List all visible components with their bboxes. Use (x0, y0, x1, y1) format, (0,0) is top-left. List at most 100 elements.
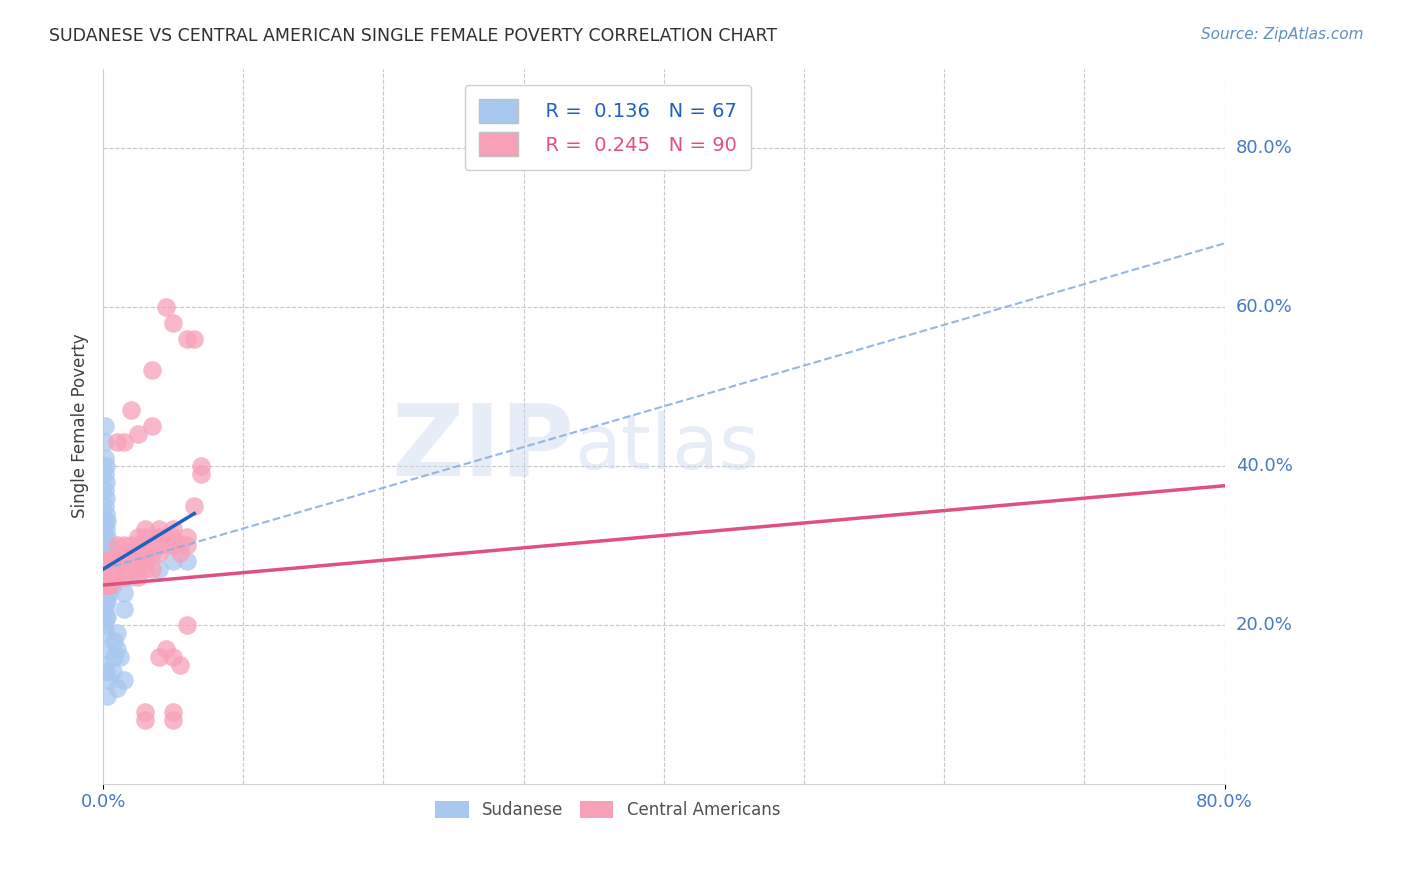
Text: Source: ZipAtlas.com: Source: ZipAtlas.com (1201, 27, 1364, 42)
Point (96, 570, 118, 584)
Point (105, 681, 128, 696)
Point (162, 554, 184, 568)
Text: SUDANESE VS CENTRAL AMERICAN SINGLE FEMALE POVERTY CORRELATION CHART: SUDANESE VS CENTRAL AMERICAN SINGLE FEMA… (49, 27, 778, 45)
Point (148, 523, 170, 537)
Point (162, 713, 184, 727)
Point (162, 316, 184, 330)
Point (169, 546, 191, 560)
Point (155, 300, 177, 314)
Point (94, 554, 117, 568)
Point (169, 657, 191, 672)
Point (148, 538, 170, 552)
Point (148, 562, 170, 576)
Point (93, 617, 115, 632)
Point (105, 570, 128, 584)
Point (94, 554, 117, 568)
Point (141, 546, 163, 560)
Point (98, 562, 121, 576)
Point (93, 467, 115, 481)
Point (112, 435, 135, 450)
Point (104, 562, 127, 576)
Point (112, 554, 135, 568)
Point (103, 649, 125, 664)
Point (93, 602, 115, 616)
Point (105, 641, 128, 656)
Point (112, 570, 135, 584)
Text: ZIP: ZIP (391, 399, 574, 496)
Point (96, 610, 118, 624)
Point (93, 578, 115, 592)
Point (176, 554, 198, 568)
Point (112, 602, 135, 616)
Point (94, 475, 117, 489)
Point (162, 530, 184, 544)
Text: 80.0%: 80.0% (1236, 139, 1292, 157)
Point (93, 419, 115, 434)
Point (93, 570, 115, 584)
Point (134, 562, 156, 576)
Point (141, 530, 163, 544)
Point (117, 562, 139, 576)
Point (96, 562, 118, 576)
Point (127, 554, 149, 568)
Point (134, 530, 156, 544)
Point (108, 546, 131, 560)
Point (112, 562, 135, 576)
Legend: Sudanese, Central Americans: Sudanese, Central Americans (429, 794, 787, 825)
Point (96, 530, 118, 544)
Point (190, 467, 212, 481)
Point (120, 403, 142, 417)
Point (97, 570, 120, 584)
Point (93, 435, 115, 450)
Point (108, 554, 131, 568)
Point (97, 570, 120, 584)
Point (103, 562, 125, 576)
Point (96, 578, 118, 592)
Point (127, 562, 149, 576)
Point (98, 578, 121, 592)
Point (94, 491, 117, 505)
Point (127, 538, 149, 552)
Point (93, 499, 115, 513)
Point (176, 538, 198, 552)
Point (155, 641, 177, 656)
Point (162, 649, 184, 664)
Point (162, 523, 184, 537)
Point (98, 570, 121, 584)
Point (105, 562, 128, 576)
Point (120, 562, 142, 576)
Point (105, 625, 128, 640)
Point (162, 705, 184, 719)
Point (148, 530, 170, 544)
Point (93, 450, 115, 465)
Point (112, 586, 135, 600)
Point (101, 562, 124, 576)
Point (94, 570, 117, 584)
Point (134, 713, 156, 727)
Point (120, 570, 142, 584)
Point (108, 649, 131, 664)
Point (100, 570, 122, 584)
Point (93, 515, 115, 529)
Point (94, 594, 117, 608)
Point (120, 554, 142, 568)
Point (108, 562, 131, 576)
Point (100, 570, 122, 584)
Point (100, 554, 122, 568)
Point (93, 538, 115, 552)
Text: 60.0%: 60.0% (1236, 298, 1292, 316)
Point (101, 578, 124, 592)
Point (103, 554, 125, 568)
Point (117, 554, 139, 568)
Point (141, 363, 163, 377)
Point (105, 554, 128, 568)
Point (127, 546, 149, 560)
Point (97, 554, 120, 568)
Point (176, 617, 198, 632)
Point (134, 705, 156, 719)
Point (96, 578, 118, 592)
Y-axis label: Single Female Poverty: Single Female Poverty (72, 334, 89, 518)
Point (104, 570, 127, 584)
Point (96, 594, 118, 608)
Point (97, 578, 120, 592)
